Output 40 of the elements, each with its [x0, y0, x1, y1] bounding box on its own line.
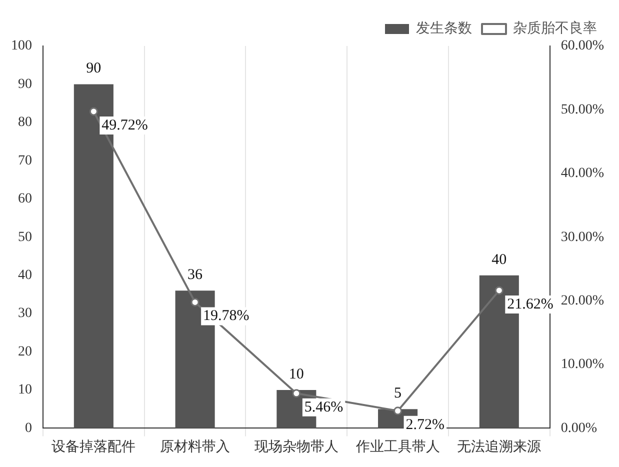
y2-tick-label: 40.00%	[560, 166, 604, 182]
point	[89, 107, 98, 116]
data-label: 2.72%	[406, 416, 445, 433]
data-label: 21.62%	[507, 296, 554, 312]
y-tick-label: 100	[11, 38, 32, 54]
data-label: 40	[492, 252, 507, 268]
y2-tick-label: 60.00%	[560, 38, 604, 54]
legend-label: 杂质胎不良率	[513, 20, 597, 37]
point	[190, 298, 200, 306]
y-tick-label: 30	[18, 306, 32, 322]
data-label: 36	[188, 267, 204, 284]
data-label: 90	[86, 60, 102, 77]
legend-label: 发生条数	[416, 20, 472, 37]
point	[394, 406, 402, 416]
y-tick-label: 40	[18, 268, 32, 283]
x-tick-label: 设备掉落配件	[52, 439, 136, 456]
data-label: 5.46%	[304, 399, 344, 416]
y-tick-label: 10	[18, 382, 32, 398]
x-tick-label: 原材料带入	[160, 439, 230, 456]
data-label: 5	[394, 386, 402, 402]
data-label: 10	[288, 366, 304, 382]
point	[494, 286, 504, 295]
y-tick-label: 50	[18, 230, 32, 245]
x-tick-label: 无法追溯来源	[457, 439, 542, 456]
y2-tick-label: 10.00%	[560, 357, 604, 372]
y2-tick-label: 50.00%	[560, 102, 604, 118]
data-label: 19.78%	[203, 308, 250, 324]
y-tick-label: 60	[18, 192, 32, 207]
y2-tick-label: 30.00%	[560, 230, 604, 245]
x-tick-label: 现场杂物带人	[254, 439, 338, 456]
x-tick-label: 作业工具带人	[354, 439, 440, 456]
y-tick-label: 0	[25, 420, 32, 436]
y2-tick-label: 20.00%	[560, 293, 604, 308]
y-tick-label: 80	[18, 115, 32, 130]
y2-tick-label: 0.00%	[560, 420, 598, 436]
y-tick-label: 90	[18, 76, 32, 92]
y-tick-label: 20	[18, 344, 32, 360]
point	[292, 389, 301, 398]
y-tick-label: 70	[18, 153, 32, 168]
data-label: 49.72%	[102, 117, 148, 134]
